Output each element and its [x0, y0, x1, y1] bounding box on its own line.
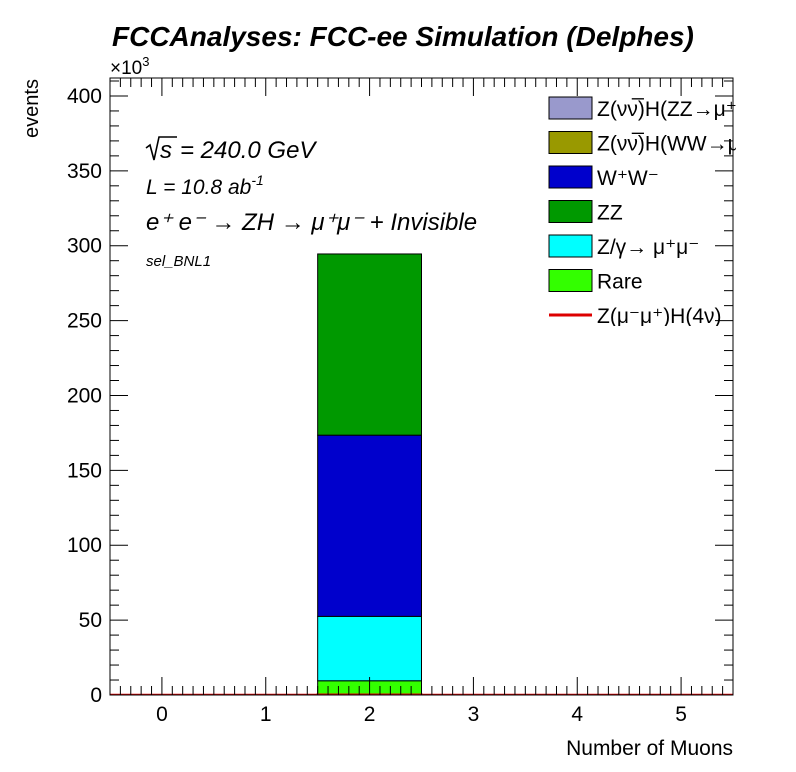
y-tick-label-200: 200	[67, 384, 102, 407]
x-tick-label-2: 2	[364, 703, 376, 726]
sqrt-s-variable: s	[160, 137, 172, 164]
axes: 0 50 100 150 200 250 300 350 400 0 1 2 3 4 5	[67, 78, 734, 726]
y-tick-label-250: 250	[67, 310, 102, 333]
annotations: s = 240.0 GeV L = 10.8 ab-1 e⁺ e⁻ → ZH →…	[145, 136, 477, 270]
histogram-bars	[317, 253, 422, 695]
sqrt-s-annotation: s = 240.0 GeV	[145, 136, 317, 164]
y-tick-label-0: 0	[90, 684, 102, 707]
legend-label-3: ZZ	[597, 202, 623, 225]
legend-swatch-2	[548, 165, 593, 189]
luminosity-annotation: L = 10.8 ab-1	[146, 172, 264, 199]
x-tick-label-0: 0	[156, 703, 168, 726]
y-axis-multiplier: ×103	[110, 54, 149, 79]
chart-title: FCCAnalyses: FCC-ee Simulation (Delphes)	[112, 21, 694, 52]
process-annotation: e⁺ e⁻ → ZH → μ⁺μ⁻ + Invisible	[146, 209, 477, 236]
legend-swatch-0	[548, 96, 593, 120]
bar-segment-series-1-bin-2	[317, 615, 422, 682]
y-multiplier-exponent: 3	[142, 54, 149, 69]
bar-segment-series-2-bin-2	[317, 434, 422, 617]
legend-label-5: Rare	[597, 271, 643, 294]
legend-label-4: Z/γ→ μ⁺μ⁻	[597, 236, 699, 259]
y-tick-label-100: 100	[67, 534, 102, 557]
x-tick-label-4: 4	[571, 703, 583, 726]
legend-label-1: Z(νν̅)H(WW→μ⁺νμ⁻ν̅)	[597, 133, 796, 156]
x-tick-label-3: 3	[468, 703, 480, 726]
y-tick-label-150: 150	[67, 459, 102, 482]
legend: Z(νν̅)H(ZZ→μ⁺μ⁻νν̅) Z(νν̅)H(WW→μ⁺νμ⁻ν̅) W⁺…	[548, 96, 796, 328]
legend-label-0: Z(νν̅)H(ZZ→μ⁺μ⁻νν̅)	[597, 98, 788, 121]
y-tick-label-300: 300	[67, 235, 102, 258]
y-axis-label: events	[21, 79, 43, 138]
selection-annotation: sel_BNL1	[146, 253, 211, 270]
x-tick-label-5: 5	[675, 703, 687, 726]
legend-swatch-1	[548, 131, 593, 154]
bar-segment-series-3-bin-2	[317, 253, 422, 436]
y-multiplier-base: ×10	[110, 58, 142, 79]
legend-label-2: W⁺W⁻	[597, 167, 659, 190]
y-tick-label-400: 400	[67, 85, 102, 108]
y-tick-label-350: 350	[67, 160, 102, 183]
legend-label-6: Z(μ⁻μ⁺)H(4ν)	[597, 305, 722, 328]
sqrt-s-value: = 240.0 GeV	[180, 137, 317, 164]
legend-swatch-4	[548, 234, 593, 258]
x-axis-label: Number of Muons	[566, 737, 733, 760]
legend-swatch-5	[548, 269, 593, 292]
legend-swatch-3	[548, 200, 593, 223]
sqrt-symbol	[145, 136, 177, 161]
luminosity-exponent: -1	[251, 172, 263, 188]
x-tick-label-1: 1	[260, 703, 272, 726]
y-tick-label-50: 50	[79, 609, 102, 632]
luminosity-value: L = 10.8 ab	[146, 176, 252, 199]
